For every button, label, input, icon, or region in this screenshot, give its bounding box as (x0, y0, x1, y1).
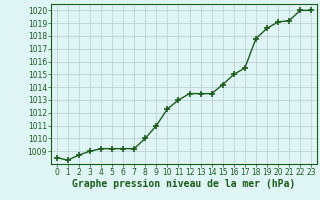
X-axis label: Graphe pression niveau de la mer (hPa): Graphe pression niveau de la mer (hPa) (72, 179, 296, 189)
